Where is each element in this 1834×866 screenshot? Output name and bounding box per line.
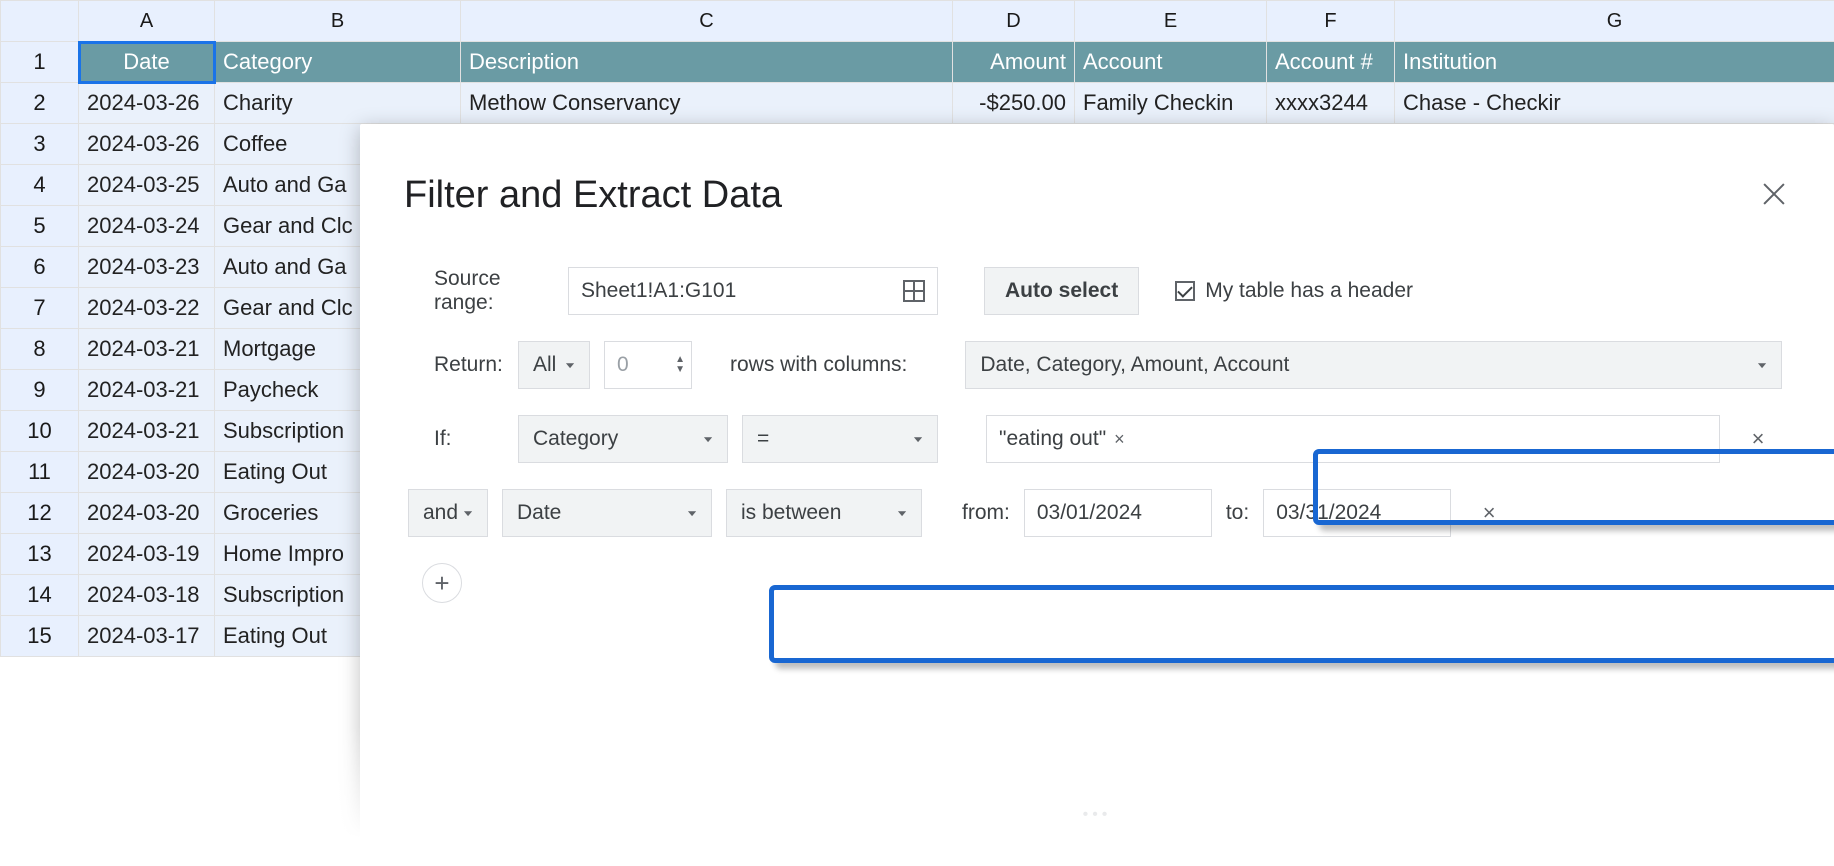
cell[interactable]: 2024-03-20 (79, 452, 215, 493)
col-hdr-D[interactable]: D (953, 1, 1075, 42)
row-hdr[interactable]: 7 (1, 288, 79, 329)
return-count-value: 0 (617, 353, 629, 377)
row-hdr[interactable]: 5 (1, 206, 79, 247)
col-hdr-E[interactable]: E (1075, 1, 1267, 42)
col-hdr-B[interactable]: B (215, 1, 461, 42)
row-hdr[interactable]: 4 (1, 165, 79, 206)
table-header-row: 1 Date Category Description Amount Accou… (1, 42, 1834, 83)
row-hdr[interactable]: 15 (1, 616, 79, 657)
cell[interactable]: 2024-03-26 (79, 124, 215, 165)
has-header-checkbox[interactable]: My table has a header (1175, 279, 1413, 303)
cell-B1[interactable]: Category (215, 42, 461, 83)
col-hdr-A[interactable]: A (79, 1, 215, 42)
row-hdr[interactable]: 13 (1, 534, 79, 575)
cell[interactable]: 2024-03-26 (79, 83, 215, 124)
cell-C1[interactable]: Description (461, 42, 953, 83)
cell[interactable]: 2024-03-19 (79, 534, 215, 575)
col-hdr-C[interactable]: C (461, 1, 953, 42)
cond1-column-dropdown[interactable]: Category (518, 415, 728, 463)
filter-extract-dialog: Filter and Extract Data Source range: Sh… (360, 124, 1834, 866)
cond2-join-dropdown[interactable]: and (408, 489, 488, 537)
row-hdr[interactable]: 12 (1, 493, 79, 534)
close-icon[interactable] (1760, 180, 1788, 208)
cell[interactable]: Methow Conservancy (461, 83, 953, 124)
cell[interactable]: 2024-03-17 (79, 616, 215, 657)
cell[interactable]: 2024-03-21 (79, 411, 215, 452)
cell[interactable]: Family Checkin (1075, 83, 1267, 124)
row-hdr[interactable]: 10 (1, 411, 79, 452)
cell-A1[interactable]: Date (79, 42, 215, 83)
if-label: If: (404, 427, 504, 451)
cell[interactable]: Charity (215, 83, 461, 124)
dialog-title: Filter and Extract Data (404, 174, 1782, 217)
cell[interactable]: Chase - Checkir (1395, 83, 1834, 124)
columns-dropdown[interactable]: Date, Category, Amount, Account (965, 341, 1782, 389)
cell[interactable]: 2024-03-18 (79, 575, 215, 616)
cell[interactable]: 2024-03-23 (79, 247, 215, 288)
cond2-column-dropdown[interactable]: Date (502, 489, 712, 537)
cell-G1[interactable]: Institution (1395, 42, 1834, 83)
checkbox-icon (1175, 281, 1195, 301)
source-range-label: Source range: (404, 267, 554, 315)
cell[interactable]: xxxx3244 (1267, 83, 1395, 124)
column-header-row: A B C D E F G (1, 1, 1834, 42)
cell[interactable]: 2024-03-20 (79, 493, 215, 534)
from-label: from: (962, 501, 1010, 525)
cell-F1[interactable]: Account # (1267, 42, 1395, 83)
source-range-value: Sheet1!A1:G101 (581, 279, 736, 303)
cell[interactable]: 2024-03-22 (79, 288, 215, 329)
return-label: Return: (404, 353, 504, 377)
cond2-to-input[interactable]: 03/31/2024 (1263, 489, 1451, 537)
source-range-input[interactable]: Sheet1!A1:G101 (568, 267, 938, 315)
chip-remove-icon[interactable]: × (1114, 429, 1125, 450)
rows-with-columns-label: rows with columns: (730, 353, 907, 377)
row-hdr[interactable]: 8 (1, 329, 79, 370)
drag-handle-icon[interactable]: ••• (1083, 806, 1112, 824)
cond2-remove-button[interactable]: × (1465, 489, 1513, 537)
cond1-value-input[interactable]: "eating out" × (986, 415, 1720, 463)
row-hdr[interactable]: 14 (1, 575, 79, 616)
select-all-cell[interactable] (1, 1, 79, 42)
stepper-up-icon[interactable]: ▲ (675, 356, 685, 364)
row-hdr[interactable]: 6 (1, 247, 79, 288)
cond1-remove-button[interactable]: × (1734, 415, 1782, 463)
auto-select-button[interactable]: Auto select (984, 267, 1139, 315)
row-hdr-1[interactable]: 1 (1, 42, 79, 83)
stepper-down-icon[interactable]: ▼ (675, 366, 685, 374)
col-hdr-G[interactable]: G (1395, 1, 1834, 42)
row-hdr[interactable]: 2 (1, 83, 79, 124)
cell[interactable]: 2024-03-24 (79, 206, 215, 247)
row-hdr[interactable]: 9 (1, 370, 79, 411)
add-condition-button[interactable]: + (422, 563, 462, 603)
has-header-label: My table has a header (1205, 279, 1413, 303)
cell[interactable]: 2024-03-25 (79, 165, 215, 206)
return-count-stepper[interactable]: 0 ▲ ▼ (604, 341, 692, 389)
highlight-date-row (769, 585, 1834, 663)
row-hdr[interactable]: 11 (1, 452, 79, 493)
cond1-op-dropdown[interactable]: = (742, 415, 938, 463)
cell[interactable]: -$250.00 (953, 83, 1075, 124)
table-row: 22024-03-26CharityMethow Conservancy-$25… (1, 83, 1834, 124)
col-hdr-F[interactable]: F (1267, 1, 1395, 42)
return-mode-dropdown[interactable]: All (518, 341, 590, 389)
row-hdr[interactable]: 3 (1, 124, 79, 165)
cell[interactable]: 2024-03-21 (79, 370, 215, 411)
to-label: to: (1226, 501, 1249, 525)
cond2-from-input[interactable]: 03/01/2024 (1024, 489, 1212, 537)
cond1-value: "eating out" (999, 427, 1106, 451)
cell-D1[interactable]: Amount (953, 42, 1075, 83)
cond2-op-dropdown[interactable]: is between (726, 489, 922, 537)
range-picker-icon[interactable] (903, 280, 925, 302)
cell[interactable]: 2024-03-21 (79, 329, 215, 370)
cell-E1[interactable]: Account (1075, 42, 1267, 83)
